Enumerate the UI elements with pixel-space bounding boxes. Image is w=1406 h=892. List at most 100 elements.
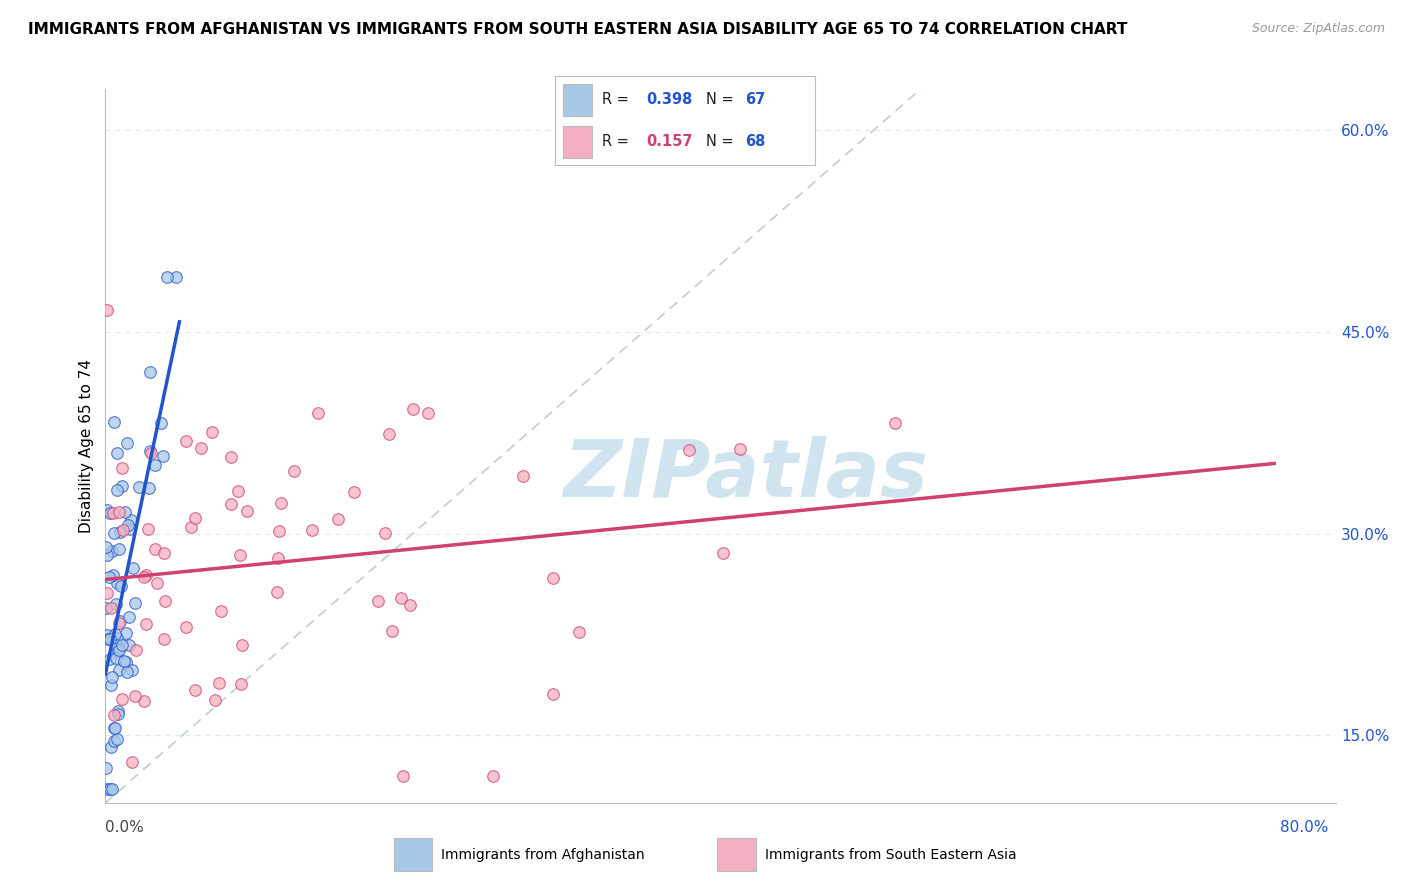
- Point: [108, 616, 131, 631]
- Point: [98, 651, 121, 665]
- Point: [143, 541, 166, 556]
- Point: [568, 624, 591, 639]
- Point: [221, 497, 243, 511]
- Point: [381, 624, 404, 638]
- Point: [108, 614, 131, 628]
- Point: [152, 449, 174, 463]
- Point: [101, 670, 124, 684]
- Point: [128, 480, 150, 494]
- Point: [105, 483, 128, 498]
- Point: [135, 567, 157, 582]
- Point: [728, 442, 751, 456]
- FancyBboxPatch shape: [564, 126, 592, 158]
- Point: [209, 604, 232, 618]
- Point: [111, 523, 134, 537]
- Point: [208, 676, 231, 690]
- Point: [266, 585, 288, 599]
- Point: [267, 550, 290, 565]
- Point: [104, 651, 127, 665]
- Point: [283, 464, 305, 478]
- Point: [301, 523, 323, 537]
- Point: [101, 506, 124, 520]
- Point: [374, 526, 396, 541]
- Point: [108, 504, 131, 518]
- Point: [100, 632, 122, 646]
- Text: 68: 68: [745, 134, 766, 149]
- Text: ZIPatlas: ZIPatlas: [562, 435, 928, 514]
- Point: [402, 402, 425, 417]
- Point: [105, 638, 128, 652]
- Point: [107, 644, 129, 658]
- Point: [226, 483, 249, 498]
- Point: [100, 678, 122, 692]
- Point: [219, 450, 242, 464]
- Point: [111, 691, 134, 706]
- Point: [108, 664, 131, 678]
- Point: [156, 269, 179, 284]
- Point: [165, 269, 187, 284]
- Text: Immigrants from South Eastern Asia: Immigrants from South Eastern Asia: [765, 847, 1017, 862]
- Point: [139, 444, 162, 458]
- Point: [416, 406, 439, 420]
- Point: [108, 525, 131, 540]
- Point: [100, 600, 122, 615]
- Point: [884, 417, 907, 431]
- Point: [96, 586, 118, 600]
- Point: [139, 446, 162, 460]
- Point: [184, 511, 207, 525]
- Point: [183, 683, 205, 698]
- Point: [115, 435, 138, 450]
- Point: [392, 769, 415, 783]
- Point: [143, 458, 166, 472]
- Point: [153, 545, 176, 559]
- Point: [100, 740, 122, 755]
- Point: [326, 512, 349, 526]
- Point: [120, 513, 142, 527]
- Point: [122, 561, 145, 575]
- Point: [146, 575, 169, 590]
- Point: [98, 782, 121, 797]
- Point: [174, 620, 197, 634]
- Point: [512, 469, 534, 483]
- Text: R =: R =: [602, 134, 634, 149]
- Point: [121, 755, 143, 769]
- Text: 0.398: 0.398: [647, 92, 693, 107]
- Point: [120, 522, 142, 536]
- Point: [174, 434, 197, 449]
- Point: [136, 522, 159, 536]
- Point: [201, 425, 224, 439]
- Point: [378, 427, 401, 442]
- Point: [105, 446, 128, 460]
- Point: [204, 692, 226, 706]
- Point: [103, 526, 125, 541]
- Point: [104, 597, 127, 611]
- Point: [97, 632, 120, 647]
- Point: [105, 576, 128, 591]
- Point: [153, 632, 176, 647]
- Point: [107, 706, 129, 721]
- Point: [107, 704, 129, 718]
- Point: [367, 594, 389, 608]
- Point: [190, 441, 212, 455]
- Point: [111, 639, 134, 653]
- Point: [104, 721, 127, 735]
- Point: [231, 638, 253, 652]
- Point: [108, 643, 131, 657]
- Point: [96, 782, 118, 797]
- Point: [108, 542, 131, 557]
- Point: [103, 721, 125, 735]
- Point: [118, 638, 141, 652]
- Point: [125, 643, 148, 657]
- Point: [149, 417, 172, 431]
- Point: [399, 598, 422, 612]
- Point: [96, 548, 118, 562]
- Point: [112, 654, 135, 668]
- Text: N =: N =: [706, 92, 738, 107]
- Point: [117, 517, 139, 532]
- Point: [117, 665, 139, 679]
- Text: 0.0%: 0.0%: [105, 821, 145, 835]
- Point: [98, 570, 121, 584]
- Point: [115, 655, 138, 669]
- Text: N =: N =: [706, 134, 738, 149]
- Point: [100, 544, 122, 558]
